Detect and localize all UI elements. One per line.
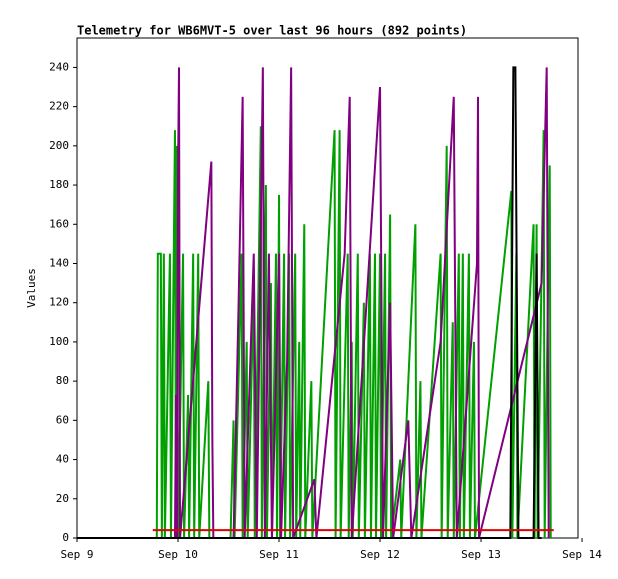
x-tick-label: Sep 10	[158, 548, 198, 561]
x-tick-label: Sep 13	[461, 548, 501, 561]
y-tick-label: 100	[49, 335, 69, 348]
x-tick-label: Sep 14	[562, 548, 602, 561]
y-tick-label: 180	[49, 178, 69, 191]
y-tick-label: 240	[49, 60, 69, 73]
x-tick-label: Sep 11	[259, 548, 299, 561]
y-tick-label: 40	[56, 453, 69, 466]
series-line	[77, 66, 542, 539]
y-tick-label: 220	[49, 100, 69, 113]
y-tick-label: 60	[56, 413, 69, 426]
y-tick-label: 160	[49, 217, 69, 230]
y-tick-label: 80	[56, 374, 69, 387]
y-tick-label: 20	[56, 492, 69, 505]
x-tick-label: Sep 9	[60, 548, 93, 561]
y-axis-label: Values	[25, 268, 38, 308]
plot-frame	[76, 37, 579, 539]
y-tick-label: 0	[62, 531, 69, 544]
x-tick-label: Sep 12	[360, 548, 400, 561]
chart-title: Telemetry for WB6MVT-5 over last 96 hour…	[77, 24, 467, 38]
series-line	[155, 126, 552, 539]
y-tick-label: 200	[49, 139, 69, 152]
series-line	[173, 67, 550, 539]
y-tick-label: 140	[49, 256, 69, 269]
y-tick-label: 120	[49, 296, 69, 309]
